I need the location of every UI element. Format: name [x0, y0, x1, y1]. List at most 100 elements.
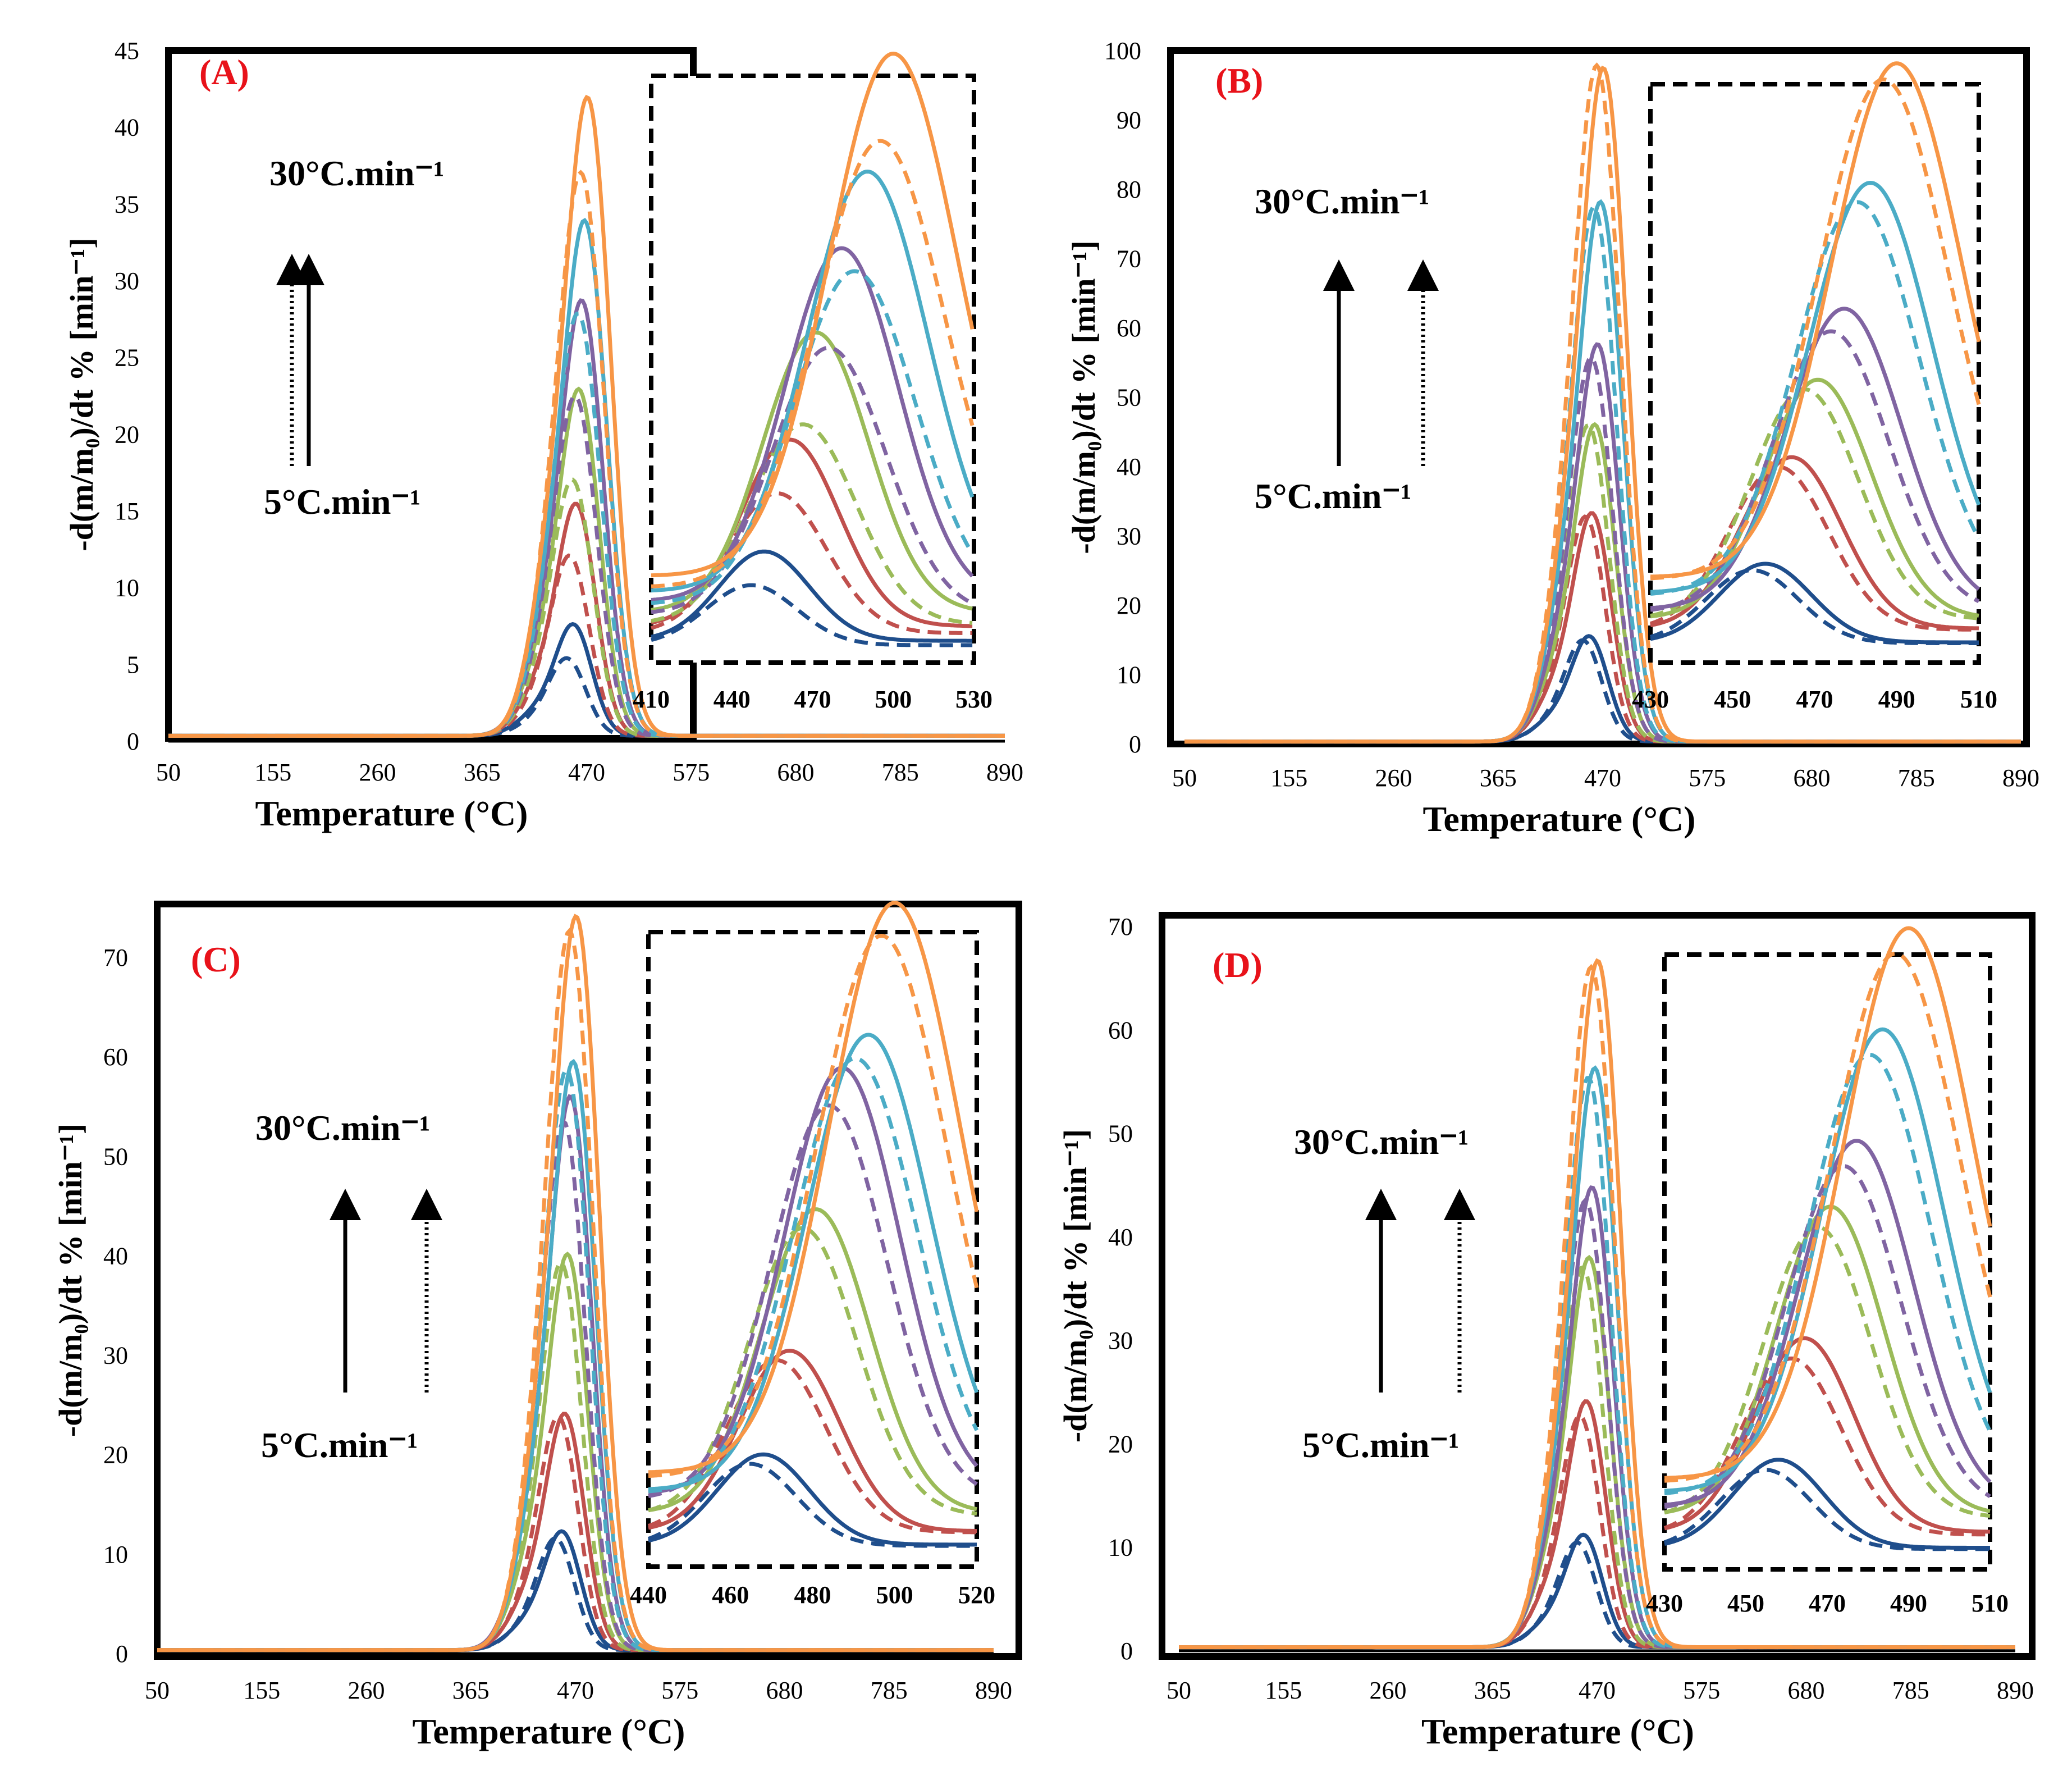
y-tick-label: 15 [115, 497, 139, 525]
y-tick-label: 20 [103, 1441, 128, 1469]
inset-series-30-solid [1650, 61, 1981, 579]
inset-x-tick-label: 460 [712, 1581, 749, 1609]
y-tick-label: 60 [103, 1043, 128, 1071]
y-tick-label: 45 [115, 37, 139, 65]
inset-series-5-solid [651, 549, 973, 643]
main-curves [1179, 958, 2015, 1650]
x-tick-label: 155 [254, 759, 291, 786]
x-tick-label: 575 [661, 1677, 698, 1704]
y-tick-label: 20 [115, 421, 139, 448]
main-curves [168, 94, 1005, 738]
panel-frame [154, 901, 1022, 1660]
panel-A: 0 5 10 15 20 25 30 35 40 45 50 155 260 365 470 575 680 78… [63, 37, 1023, 833]
x-axis-title: Temperature (°C) [1423, 799, 1696, 839]
rate-label-bottom: 5°C.min⁻¹ [1302, 1425, 1459, 1465]
x-tick-label: 575 [1689, 764, 1726, 792]
inset-x-tick-label: 490 [1890, 1590, 1927, 1617]
inset-series-5-dashed [1663, 1468, 1990, 1551]
y-tick-label: 0 [1129, 731, 1141, 758]
y-tick-label: 30 [1108, 1327, 1133, 1354]
y-tick-label: 30 [1117, 523, 1141, 550]
panel-C: 0 10 20 30 40 50 60 70 50 155 260 365 470 575 680 785 89… [52, 901, 1022, 1751]
x-tick-label: 155 [243, 1677, 280, 1704]
x-tick-label: 785 [882, 759, 919, 786]
x-tick-label: 680 [1794, 764, 1831, 792]
x-tick-label: 890 [986, 759, 1023, 786]
inset-series-5-dashed [1649, 568, 1979, 645]
inset-x-tick-label: 510 [1960, 686, 1997, 713]
x-tick-label: 785 [1898, 764, 1935, 792]
inset-x-tick-label: 520 [958, 1581, 995, 1609]
series-line-30-dashed [168, 170, 1005, 738]
x-tick-label: 50 [1167, 1677, 1191, 1704]
inset-series-5-dashed [647, 1462, 977, 1548]
y-tick-label: 30 [115, 267, 139, 295]
y-tick-label: 70 [1108, 913, 1133, 941]
inset-x-tick-label: 510 [1972, 1590, 2009, 1617]
x-tick-label: 575 [673, 759, 710, 786]
x-tick-label: 470 [557, 1677, 594, 1704]
inset-series-10-solid [648, 1348, 977, 1533]
panel-label: (D) [1213, 945, 1263, 985]
panel-B: 0 10 20 30 40 50 60 70 80 90 100 50 155 260 365 470 575 6… [1065, 37, 2039, 839]
main-curves [157, 914, 994, 1652]
x-tick-label: 365 [1474, 1677, 1511, 1704]
inset-x-tick-label: 410 [633, 686, 670, 713]
inset: 410 440 470 500 530 [633, 51, 992, 713]
inset: 430 450 470 490 510 [1632, 61, 1997, 713]
inset-frame [1648, 82, 1981, 665]
y-tick-label: 40 [103, 1242, 128, 1270]
y-tick-label: 20 [1108, 1430, 1133, 1458]
x-tick-label: 470 [568, 759, 605, 786]
inset-series-10-dashed [647, 1358, 977, 1535]
x-tick-label: 365 [464, 759, 501, 786]
y-tick-label: 35 [115, 190, 139, 218]
x-tick-label: 260 [359, 759, 396, 786]
y-tick-label: 0 [116, 1640, 128, 1668]
y-tick-label: 90 [1117, 107, 1141, 134]
panel-label: (C) [191, 939, 241, 979]
inset-series-30-dashed [651, 139, 975, 588]
y-tick-label: 40 [1117, 453, 1141, 481]
x-tick-label: 470 [1579, 1677, 1616, 1704]
inset-x-tick-label: 480 [794, 1581, 831, 1609]
y-tick-label: 30 [103, 1342, 128, 1369]
y-tick-label: 25 [115, 344, 139, 372]
x-tick-label: 890 [1997, 1677, 2034, 1704]
x-tick-label: 365 [452, 1677, 490, 1704]
rate-label-top: 30°C.min⁻¹ [255, 1108, 430, 1148]
x-tick-label: 890 [975, 1677, 1012, 1704]
inset-x-tick-label: 440 [630, 1581, 667, 1609]
inset: 430 450 470 490 510 [1646, 926, 2009, 1617]
y-tick-label: 20 [1117, 592, 1141, 619]
x-tick-label: 260 [348, 1677, 385, 1704]
y-tick-label: 5 [127, 651, 139, 678]
y-tick-label: 10 [115, 574, 139, 602]
x-tick-label: 890 [2002, 764, 2039, 792]
x-tick-label: 50 [156, 759, 181, 786]
inset-series-10-dashed [1649, 464, 1979, 632]
rate-label-bottom: 5°C.min⁻¹ [1255, 476, 1411, 516]
x-tick-label: 680 [766, 1677, 803, 1704]
series-line-30-dashed [157, 928, 994, 1652]
x-tick-label: 785 [871, 1677, 908, 1704]
y-tick-label: 40 [115, 114, 139, 141]
inset-series-5-solid [1650, 561, 1979, 645]
inset-x-tick-label: 500 [876, 1581, 913, 1609]
inset-series-30-dashed [648, 933, 979, 1478]
y-tick-label: 0 [127, 728, 139, 755]
y-tick-label: 100 [1104, 37, 1141, 65]
x-tick-label: 575 [1683, 1677, 1720, 1704]
panel-label: (A) [199, 52, 249, 92]
x-axis-title: Temperature (°C) [255, 793, 528, 833]
x-tick-label: 50 [145, 1677, 170, 1704]
inset-series-10-dashed [1663, 1356, 1991, 1537]
x-tick-label: 50 [1172, 764, 1197, 792]
x-axis-title: Temperature (°C) [1421, 1711, 1694, 1751]
x-tick-label: 260 [1370, 1677, 1407, 1704]
rate-label-bottom: 5°C.min⁻¹ [264, 482, 420, 522]
y-axis-title: -d(m/m₀)/dt % [min⁻¹] [1057, 1129, 1094, 1442]
inset-x-tick-label: 530 [955, 686, 992, 713]
x-tick-label: 155 [1270, 764, 1307, 792]
